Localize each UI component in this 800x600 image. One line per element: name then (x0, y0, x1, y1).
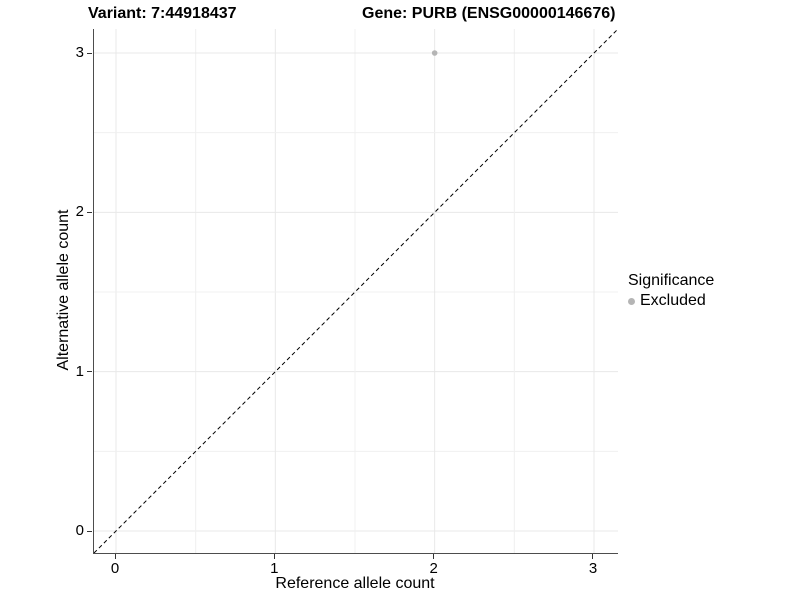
y-tick-mark (87, 211, 92, 213)
x-tick-mark (433, 554, 435, 559)
y-tick-mark (87, 52, 92, 54)
x-tick-label: 1 (270, 560, 279, 577)
x-axis-label: Reference allele count (275, 575, 435, 592)
x-tick-mark (273, 554, 275, 559)
y-axis-label: Alternative allele count (55, 209, 72, 371)
legend-title: Significance (628, 272, 715, 289)
identity-dashed-line (94, 29, 618, 553)
y-tick-label: 2 (75, 203, 84, 221)
chart-title-gene: Gene: PURB (ENSG00000146676) (362, 5, 616, 22)
x-tick-mark (114, 554, 116, 559)
x-tick-label: 3 (588, 560, 598, 577)
y-tick-mark (87, 530, 92, 532)
y-tick-mark (87, 371, 92, 373)
data-point (431, 50, 438, 56)
plot-canvas (94, 29, 618, 553)
x-tick-label: 0 (110, 560, 120, 577)
y-tick-label: 0 (75, 522, 84, 539)
legend: Significance Excluded (628, 272, 714, 310)
legend-item-label: Excluded (640, 292, 706, 309)
x-tick-label: 2 (429, 560, 438, 577)
y-tick-label: 3 (75, 44, 84, 61)
chart-title-variant: Variant: 7:44918437 (88, 5, 237, 22)
legend-marker-icon (628, 297, 635, 305)
y-tick-label: 1 (75, 362, 84, 380)
x-tick-mark (592, 554, 594, 559)
legend-item-excluded: Excluded (628, 292, 714, 310)
plot-panel (93, 29, 618, 554)
